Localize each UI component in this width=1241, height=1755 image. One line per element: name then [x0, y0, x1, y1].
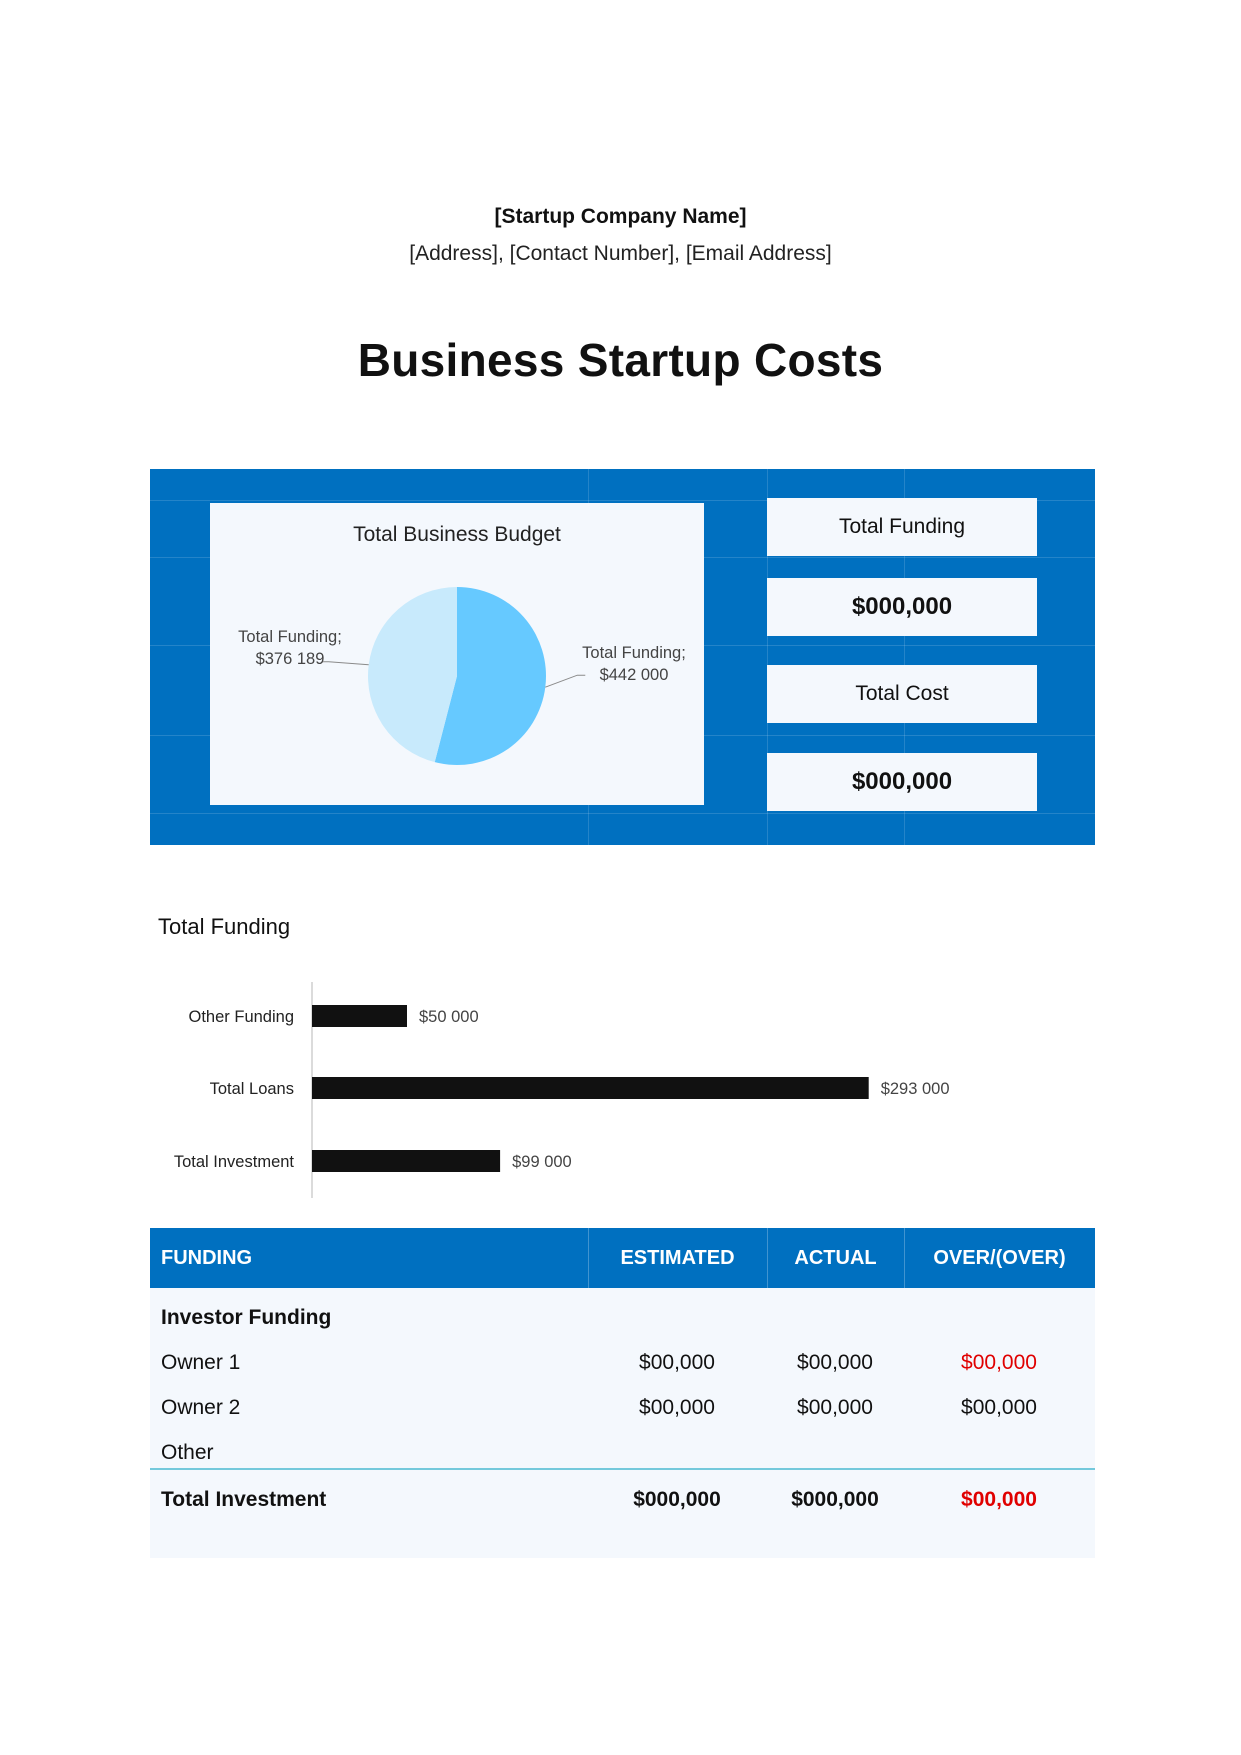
column-header-estimated: ESTIMATED [620, 1247, 735, 1269]
table-header: FUNDING ESTIMATED ACTUAL OVER/(OVER) [150, 1228, 1095, 1288]
table-cell-over: $00,000 [961, 1396, 1037, 1419]
budget-dashboard: Total Business Budget Total Funding; $37… [150, 469, 1095, 845]
funding-bar-chart: Other Funding $50 000 Total Loans $293 000 T… [174, 982, 950, 1198]
pie-label-left-name: Total Funding; [238, 628, 342, 646]
table-cell-estimated [597, 1438, 757, 1468]
bar-category-label: Total Loans [210, 1080, 294, 1098]
pie-label-left-value: $376 189 [255, 650, 325, 668]
company-name: [Startup Company Name] [494, 205, 747, 228]
total-cost-label: Total Cost [767, 665, 1037, 723]
bar-value-label: $293 000 [881, 1080, 950, 1098]
funding-table: FUNDING ESTIMATED ACTUAL OVER/(OVER) Inv… [150, 1228, 1095, 1558]
table-cell-estimated: $00,000 [639, 1396, 715, 1419]
dashboard-gridline [150, 813, 1095, 814]
total-cell-over: $00,000 [961, 1488, 1037, 1511]
bar-value-label: $99 000 [512, 1153, 572, 1171]
table-cell-actual: $00,000 [797, 1351, 873, 1374]
column-header-funding: FUNDING [161, 1247, 253, 1269]
table-cell-over: $00,000 [961, 1351, 1037, 1374]
total-funding-value: $000,000 [767, 578, 1037, 636]
funding-bar [312, 1005, 407, 1027]
table-row-label: Owner 2 [161, 1396, 241, 1419]
document-title: Business Startup Costs [357, 334, 884, 386]
pie-leader-line [322, 661, 369, 666]
total-cost-value: $000,000 [767, 753, 1037, 811]
pie-chart-title: Total Business Budget [353, 523, 561, 546]
pie-leader-line [545, 674, 586, 688]
company-contact-line: [Address], [Contact Number], [Email Addr… [409, 242, 832, 265]
pie-chart-card: Total Business Budget Total Funding; $37… [210, 503, 704, 805]
pie-slice [434, 587, 546, 765]
table-cell-actual [755, 1438, 915, 1468]
column-header-over: OVER/(OVER) [933, 1247, 1066, 1269]
total-cell-actual: $000,000 [791, 1488, 879, 1511]
bar-category-label: Other Funding [189, 1008, 294, 1026]
dashboard-gridline [767, 469, 768, 845]
column-header-actual: ACTUAL [794, 1247, 877, 1269]
header-separator [767, 1228, 768, 1288]
funding-chart-title: Total Funding [158, 914, 291, 939]
pie-label-right-name: Total Funding; [582, 644, 686, 662]
funding-bar [312, 1150, 501, 1172]
table-row-label: Owner 1 [161, 1351, 241, 1374]
section-label: Investor Funding [161, 1306, 332, 1329]
header-separator [588, 1228, 589, 1288]
total-row-label: Total Investment [161, 1488, 327, 1511]
pie-label-right-value: $442 000 [599, 666, 669, 684]
total-cell-estimated: $000,000 [633, 1488, 721, 1511]
pie-slice [367, 587, 457, 763]
table-cell-over [919, 1438, 1079, 1468]
pie-label-left: Total Funding; $376 189 [235, 626, 345, 670]
table-cell-actual: $00,000 [797, 1396, 873, 1419]
total-funding-label: Total Funding [767, 498, 1037, 556]
bar-value-label: $50 000 [419, 1008, 479, 1026]
dashboard-gridline [150, 500, 1095, 501]
bar-category-label: Total Investment [174, 1153, 295, 1171]
pie-chart [322, 587, 586, 765]
total-divider [150, 1468, 1095, 1470]
funding-bar [312, 1077, 869, 1099]
table-cell-estimated: $00,000 [639, 1351, 715, 1374]
pie-label-right: Total Funding; $442 000 [579, 642, 689, 686]
table-row-label: Other [161, 1441, 214, 1464]
dashboard-gridline [904, 469, 905, 845]
header-separator [904, 1228, 905, 1288]
